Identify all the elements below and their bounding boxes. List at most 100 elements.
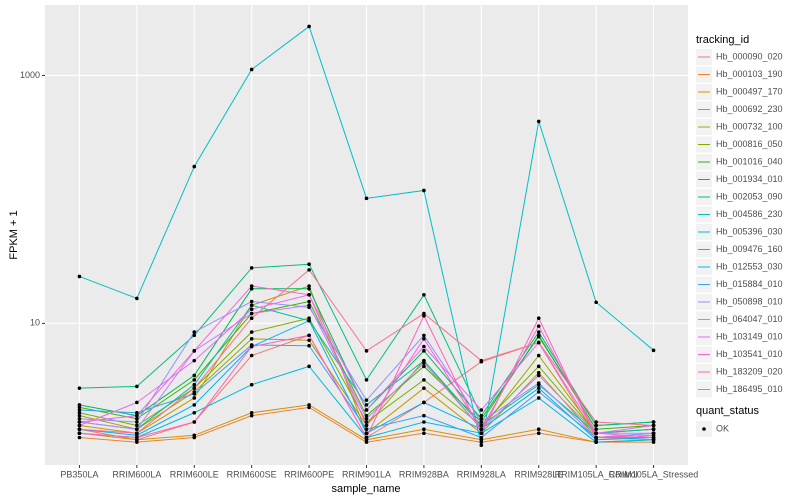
data-point — [135, 410, 139, 415]
data-point — [364, 398, 369, 402]
data-point — [422, 311, 426, 316]
legend-point — [702, 427, 706, 431]
data-point — [192, 382, 197, 387]
data-point — [307, 338, 311, 343]
legend-label: Hb_000692_230 — [716, 104, 783, 114]
data-point — [77, 427, 82, 432]
data-point — [364, 349, 369, 353]
data-point — [135, 420, 139, 424]
legend-title: tracking_id — [696, 34, 749, 46]
data-point — [651, 433, 656, 438]
data-point — [249, 353, 254, 358]
data-point — [594, 420, 598, 424]
x-tick-label: RRIM105LA_Control — [555, 469, 638, 479]
data-point — [77, 403, 82, 407]
data-point — [307, 284, 311, 288]
data-point — [536, 340, 541, 345]
data-point — [422, 333, 426, 338]
data-point — [594, 423, 598, 428]
x-tick-label: RRIM901LA — [342, 469, 391, 479]
y-axis-label: FPKM + 1 — [8, 210, 20, 259]
data-point — [135, 296, 139, 301]
data-point — [77, 413, 82, 418]
data-point — [77, 431, 82, 435]
x-tick-label: RRIM928LE — [514, 469, 563, 479]
data-point — [479, 427, 484, 432]
legend-label: Hb_002053_090 — [716, 191, 783, 201]
data-point — [479, 358, 484, 363]
y-tick-label: 10 — [30, 318, 40, 328]
data-point — [249, 284, 254, 288]
data-point — [307, 364, 311, 369]
data-point — [307, 343, 311, 348]
data-point — [651, 427, 656, 432]
data-point — [307, 292, 311, 297]
data-point — [135, 384, 139, 389]
data-point — [192, 392, 197, 396]
data-point — [364, 413, 369, 418]
data-point — [422, 413, 426, 418]
data-point — [192, 333, 197, 338]
data-point — [135, 413, 139, 418]
x-tick-label: RRIM928BA — [399, 469, 449, 479]
data-point — [307, 403, 311, 407]
data-point — [135, 400, 139, 405]
data-point — [192, 420, 197, 424]
data-point — [536, 330, 541, 334]
data-point — [77, 420, 82, 424]
data-point — [479, 431, 484, 435]
data-point — [594, 427, 598, 432]
data-point — [594, 300, 598, 305]
legend-label: Hb_183209_020 — [716, 366, 783, 376]
data-point — [307, 24, 311, 29]
point-legend-title: quant_status — [696, 405, 759, 417]
data-point — [536, 396, 541, 400]
legend-label: Hb_000816_050 — [716, 139, 783, 149]
data-point — [479, 413, 484, 418]
data-point — [249, 337, 254, 341]
legend-label: Hb_000497_170 — [716, 86, 783, 96]
data-point — [249, 299, 254, 304]
data-point — [77, 274, 82, 279]
data-point — [422, 188, 426, 193]
legend-label: Hb_004586_230 — [716, 209, 783, 219]
data-point — [192, 373, 197, 378]
data-point — [536, 353, 541, 358]
data-point — [249, 344, 254, 349]
legend-label: Hb_001934_010 — [716, 174, 783, 184]
data-point — [364, 403, 369, 407]
data-point — [135, 435, 139, 440]
data-point — [249, 330, 254, 334]
legend-label: Hb_001016_040 — [716, 156, 783, 166]
data-point — [192, 330, 197, 334]
data-point — [192, 410, 197, 415]
legend-label: Hb_000090_020 — [716, 51, 783, 61]
x-tick-label: RRIM105LA_Stressed — [609, 469, 699, 479]
x-tick-label: PB350LA — [60, 469, 98, 479]
data-point — [422, 364, 426, 369]
x-axis-label: sample_name — [331, 483, 400, 495]
data-point — [307, 333, 311, 338]
data-point — [422, 292, 426, 297]
data-point — [536, 390, 541, 394]
data-point — [249, 382, 254, 387]
data-point — [192, 433, 197, 438]
data-point — [536, 119, 541, 124]
data-point — [249, 311, 254, 316]
data-point — [651, 420, 656, 424]
data-point — [77, 386, 82, 390]
legend-label: OK — [716, 423, 729, 433]
data-point — [307, 262, 311, 267]
data-point — [77, 408, 82, 412]
data-point — [536, 334, 541, 339]
data-point — [422, 400, 426, 405]
data-point — [135, 431, 139, 435]
data-point — [249, 316, 254, 321]
data-point — [135, 427, 139, 432]
data-point — [192, 358, 197, 363]
data-point — [422, 337, 426, 341]
legend-label: Hb_005396_030 — [716, 226, 783, 236]
data-point — [249, 67, 254, 72]
legend-label: Hb_103541_010 — [716, 349, 783, 359]
data-point — [479, 435, 484, 440]
